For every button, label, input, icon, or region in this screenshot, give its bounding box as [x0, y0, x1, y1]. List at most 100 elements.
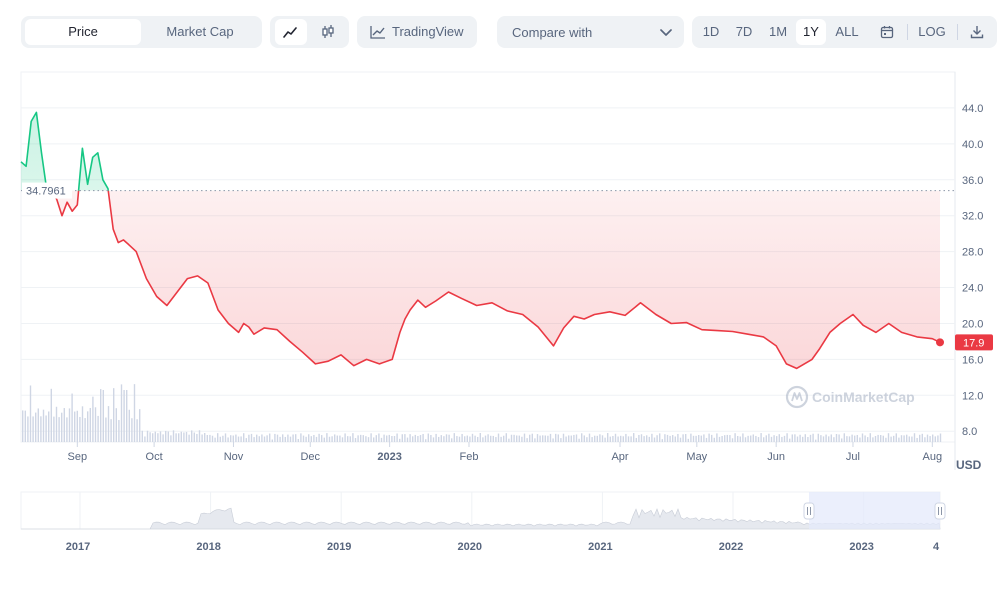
range-7d-button[interactable]: 7D: [735, 24, 753, 39]
volume-bar: [227, 437, 229, 442]
volume-bar: [786, 433, 788, 442]
range-1y-button[interactable]: 1Y: [796, 19, 826, 45]
volume-bar: [74, 411, 76, 442]
volume-bar: [469, 436, 471, 442]
x-axis: Sep Oct Nov Dec 2023 Feb Apr May Jun Jul Aug: [68, 442, 942, 463]
navigator-selected-range[interactable]: [809, 492, 940, 529]
currency-label: USD: [956, 458, 982, 472]
volume-bar: [378, 433, 380, 442]
volume-bar: [851, 434, 853, 442]
volume-bar: [627, 436, 630, 442]
download-button[interactable]: [962, 19, 992, 45]
volume-bar: [529, 434, 531, 442]
volume-bar: [666, 434, 669, 442]
volume-bar: [113, 388, 115, 442]
volume-bar: [201, 434, 203, 442]
volume-bar: [768, 433, 770, 442]
volume-bar: [321, 435, 323, 442]
range-1m-button[interactable]: 1M: [768, 24, 788, 39]
tab-price[interactable]: Price: [25, 19, 141, 45]
volume-bar: [911, 436, 913, 442]
volume-bar: [336, 435, 338, 442]
volume-bar: [882, 435, 884, 442]
line-chart-button[interactable]: [275, 19, 307, 45]
volume-bar: [890, 436, 892, 442]
navigator-handle[interactable]: [934, 502, 946, 520]
volume-bar: [222, 435, 224, 442]
navigator-handles[interactable]: [803, 502, 946, 520]
volume-bar: [448, 434, 450, 442]
price-chart[interactable]: 8.012.016.020.024.028.032.036.040.044.0 …: [0, 0, 1004, 480]
volume-bar: [224, 433, 227, 442]
volume-bar: [534, 438, 536, 442]
tradingview-button[interactable]: TradingView: [357, 16, 477, 48]
volume-bar: [843, 433, 845, 442]
volume-bar: [531, 433, 533, 442]
date-range-button[interactable]: [871, 19, 903, 45]
volume-bar: [287, 434, 289, 442]
volume-bar: [172, 430, 175, 442]
line-chart-icon: [283, 27, 297, 38]
volume-bar: [115, 408, 117, 442]
volume-bar: [302, 435, 305, 442]
log-scale-button[interactable]: LOG: [918, 24, 946, 39]
volume-bar: [360, 434, 362, 442]
volume-bar: [503, 435, 505, 442]
volume-bar: [461, 433, 463, 442]
volume-bar: [898, 437, 900, 442]
candlestick-button[interactable]: [312, 19, 344, 45]
volume-bar: [487, 434, 489, 442]
volume-bar: [773, 435, 775, 442]
volume-bar: [521, 436, 523, 442]
volume-bar: [313, 434, 315, 442]
volume-bar: [440, 435, 442, 442]
volume-bar: [492, 435, 494, 442]
volume-bar: [869, 433, 871, 442]
volume-bar: [29, 385, 32, 442]
range-navigator[interactable]: 2017 2018 2019 2020 2021 2022 2023 4: [0, 487, 1004, 567]
volume-bar: [924, 437, 926, 442]
navigator-handle[interactable]: [803, 502, 815, 520]
volume-bar: [510, 434, 513, 442]
volume-bar: [913, 433, 916, 442]
volume-bar: [79, 416, 81, 442]
range-1d-button[interactable]: 1D: [702, 24, 720, 39]
volume-bar: [185, 431, 188, 442]
volume-bar: [271, 439, 273, 442]
volume-bar: [926, 434, 929, 442]
compare-select[interactable]: Compare with: [497, 16, 684, 48]
price-marketcap-toggle: Price Market Cap: [21, 16, 262, 48]
price-line-down: [48, 190, 941, 370]
volume-bar: [804, 434, 806, 442]
volume-bar: [300, 433, 302, 442]
volume-bar: [471, 433, 474, 442]
volume-bar: [703, 434, 705, 442]
range-all-button[interactable]: ALL: [835, 24, 859, 39]
volume-bar: [669, 435, 671, 442]
volume-bar: [235, 434, 237, 442]
tab-market-cap[interactable]: Market Cap: [166, 24, 234, 39]
volume-bar: [547, 435, 549, 442]
volume-bar: [682, 434, 684, 442]
volume-bar: [388, 434, 390, 442]
volume-bar: [256, 434, 258, 442]
volume-bar: [763, 437, 765, 442]
volume-bar: [833, 437, 835, 442]
volume-bar: [92, 396, 94, 442]
volume-bar: [282, 434, 284, 442]
volume-bar: [560, 438, 562, 442]
volume-bar: [705, 437, 708, 442]
volume-bar: [219, 436, 221, 442]
volume-bar: [81, 406, 84, 442]
current-price-dot: [936, 338, 944, 347]
volume-bar: [908, 436, 910, 442]
volume-bar: [484, 435, 487, 442]
y-tick-label: 40.0: [962, 139, 983, 151]
volume-bar: [549, 433, 552, 442]
volume-bar: [445, 434, 448, 442]
volume-bar: [295, 434, 297, 442]
volume-bar: [661, 439, 663, 442]
volume-bar: [427, 433, 429, 442]
volume-bar: [263, 436, 266, 442]
navigator-year-label: 2022: [719, 541, 743, 553]
